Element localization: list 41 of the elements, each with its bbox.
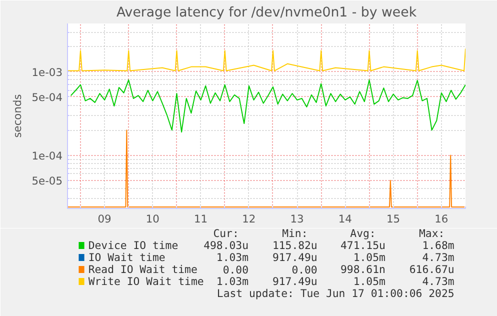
text: 998.61n: [340, 263, 386, 276]
text: Avg:: [350, 227, 376, 240]
chart-title: Average latency for /dev/nvme0n1 - by week: [116, 6, 417, 20]
x-tick-label: 13: [290, 212, 304, 226]
legend-label: Device IO time: [88, 239, 178, 252]
legend-label: Read IO Wait time: [88, 263, 198, 276]
text: 616.67u: [409, 263, 454, 276]
legend-label: IO Wait time: [88, 251, 166, 264]
text: Last update: Tue Jun 17 01:00:06 2025: [216, 287, 454, 300]
text: 471.15u: [340, 239, 386, 252]
line-series: [70, 79, 466, 133]
text: 917.49u: [272, 251, 318, 264]
y-tick-label: 1e-04: [32, 149, 63, 162]
text: 0.00: [292, 264, 318, 276]
text: 917.49u: [272, 275, 318, 288]
y-tick-label: 1e-03: [32, 66, 63, 79]
x-tick-label: 15: [386, 212, 400, 226]
text: 1.05m: [353, 275, 386, 288]
x-tick-label: 14: [338, 212, 352, 226]
x-tick-label: 16: [434, 212, 448, 226]
legend-label: Write IO Wait time: [88, 275, 204, 288]
text: 4.73m: [422, 251, 454, 264]
y-tick-label: 5e-05: [32, 174, 63, 188]
x-tick-label: 11: [194, 212, 208, 226]
x-tick-label: 09: [98, 212, 112, 226]
text: 1.03m: [216, 251, 248, 264]
text: 4.73m: [422, 275, 454, 288]
y-tick-label: 5e-04: [32, 90, 63, 104]
text: 498.03u: [204, 239, 248, 252]
text: 1.68m: [422, 239, 454, 252]
line-series: [68, 48, 466, 72]
text: 0.00: [222, 264, 248, 276]
x-tick-label: 12: [242, 212, 256, 226]
text: Max:: [419, 227, 445, 240]
text: 1.03m: [216, 275, 248, 288]
text: 1.05m: [353, 251, 386, 264]
text: Min:: [282, 227, 308, 240]
y-axis-title: seconds: [10, 94, 24, 138]
text: Cur:: [213, 227, 239, 240]
x-tick-label: 10: [146, 212, 160, 226]
text: 115.82u: [272, 239, 318, 252]
